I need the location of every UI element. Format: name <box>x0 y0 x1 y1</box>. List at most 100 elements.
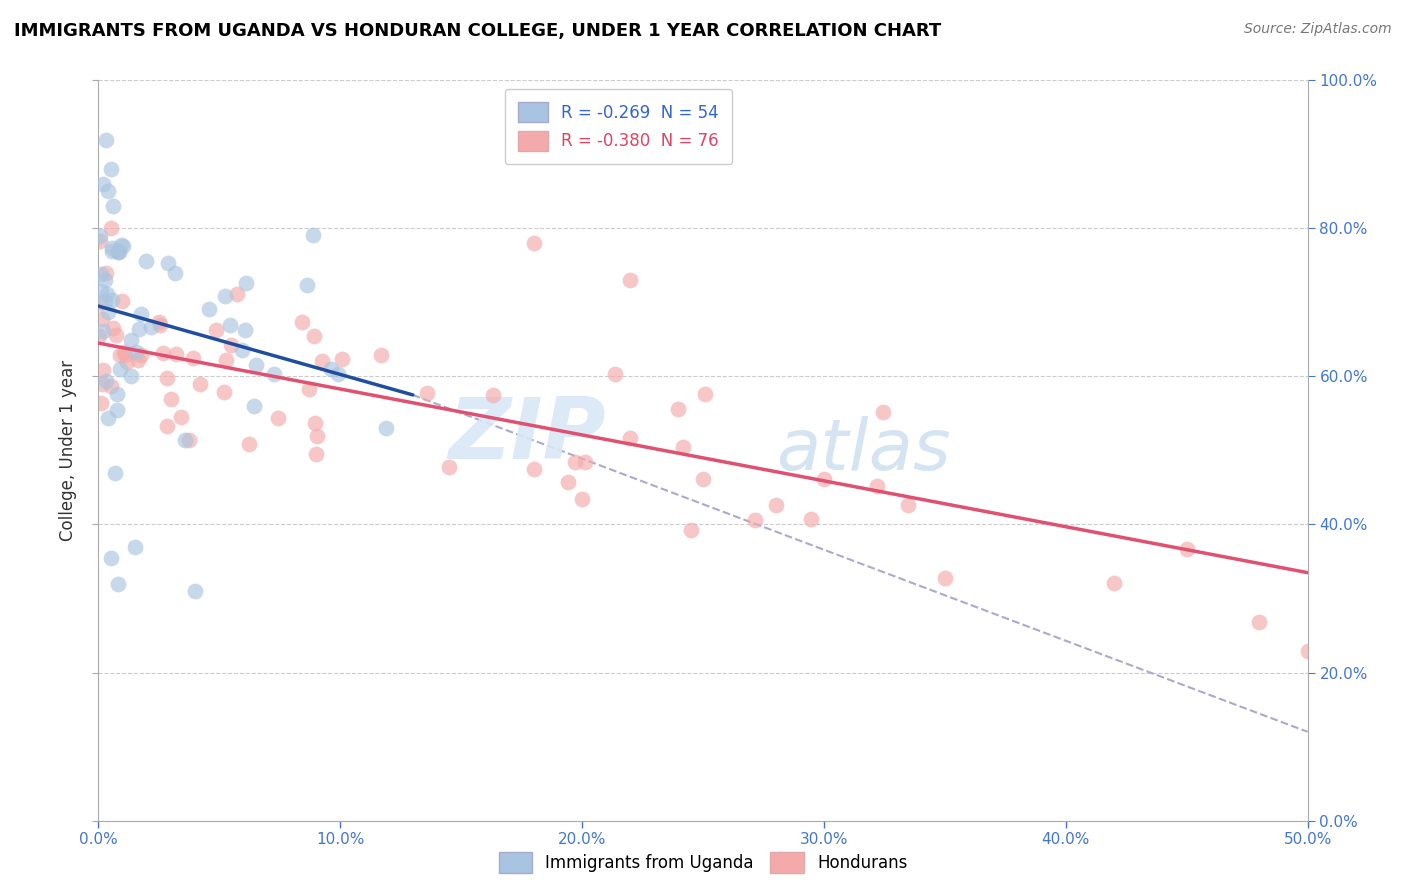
Point <box>148 315 170 329</box>
Point <box>304 416 326 430</box>
Point <box>131 348 153 362</box>
Point <box>129 307 152 321</box>
Point <box>523 236 546 251</box>
Point <box>107 576 129 591</box>
Point <box>1102 575 1125 590</box>
Point <box>231 343 253 358</box>
Point <box>934 571 956 585</box>
Point <box>170 409 193 424</box>
Point <box>100 162 122 177</box>
Point <box>523 461 546 475</box>
Point <box>112 345 135 359</box>
Point <box>157 256 180 270</box>
Text: Source: ZipAtlas.com: Source: ZipAtlas.com <box>1244 22 1392 37</box>
Point <box>112 239 135 253</box>
Point <box>897 498 920 512</box>
Point <box>100 244 122 259</box>
Point <box>91 312 114 326</box>
Point <box>188 377 211 392</box>
Point <box>114 348 136 362</box>
Point <box>97 184 120 198</box>
Point <box>91 324 114 338</box>
Point <box>267 411 290 425</box>
Point <box>214 353 236 368</box>
Point <box>127 353 149 368</box>
Point <box>233 323 256 337</box>
Point <box>305 428 328 442</box>
Legend: Immigrants from Uganda, Hondurans: Immigrants from Uganda, Hondurans <box>492 846 914 880</box>
Y-axis label: College, Under 1 year: College, Under 1 year <box>59 359 77 541</box>
Point <box>101 199 124 213</box>
Text: atlas: atlas <box>776 416 950 485</box>
Point <box>90 267 112 281</box>
Point <box>619 273 641 287</box>
Point <box>105 327 128 342</box>
Point <box>108 348 131 362</box>
Point <box>374 421 396 435</box>
Point <box>107 245 129 260</box>
Point <box>103 321 125 335</box>
Point <box>692 472 714 486</box>
Point <box>149 318 172 332</box>
Point <box>1249 615 1271 630</box>
Point <box>1296 644 1319 658</box>
Point <box>91 377 114 392</box>
Point <box>243 399 266 413</box>
Point <box>125 345 148 359</box>
Point <box>97 411 120 425</box>
Point <box>205 323 228 337</box>
Point <box>107 244 129 259</box>
Point <box>263 367 285 381</box>
Point <box>156 371 179 385</box>
Point <box>90 396 112 410</box>
Point <box>198 301 221 316</box>
Point <box>160 392 183 407</box>
Text: ZIP: ZIP <box>449 394 606 477</box>
Point <box>221 338 243 352</box>
Point <box>574 455 596 469</box>
Point <box>872 404 894 418</box>
Point <box>128 322 150 336</box>
Point <box>156 419 179 434</box>
Point <box>302 227 325 242</box>
Point <box>87 296 110 310</box>
Point <box>163 267 186 281</box>
Point <box>101 293 124 307</box>
Point <box>557 475 579 490</box>
Point <box>291 315 314 329</box>
Point <box>135 254 157 268</box>
Point <box>111 293 134 308</box>
Point <box>304 329 326 343</box>
Point <box>100 221 122 235</box>
Point <box>184 584 207 599</box>
Point <box>298 382 321 396</box>
Point <box>96 287 118 301</box>
Point <box>174 433 197 447</box>
Point <box>181 351 204 365</box>
Point <box>120 334 142 348</box>
Point <box>141 320 163 334</box>
Point <box>107 244 129 258</box>
Point <box>321 362 343 376</box>
Point <box>101 241 124 255</box>
Point <box>124 540 146 554</box>
Point <box>564 454 586 468</box>
Point <box>235 277 257 291</box>
Point <box>295 278 318 293</box>
Point <box>1175 541 1198 556</box>
Point <box>226 287 249 301</box>
Point <box>94 266 117 280</box>
Point <box>90 284 112 298</box>
Point <box>305 447 328 461</box>
Point <box>571 491 593 506</box>
Point <box>330 351 353 366</box>
Point <box>165 346 187 360</box>
Point <box>481 388 503 402</box>
Point <box>214 289 236 303</box>
Point <box>89 234 111 248</box>
Point <box>89 229 111 244</box>
Point <box>311 354 333 368</box>
Point <box>94 293 117 308</box>
Point <box>212 384 235 399</box>
Point <box>800 512 823 526</box>
